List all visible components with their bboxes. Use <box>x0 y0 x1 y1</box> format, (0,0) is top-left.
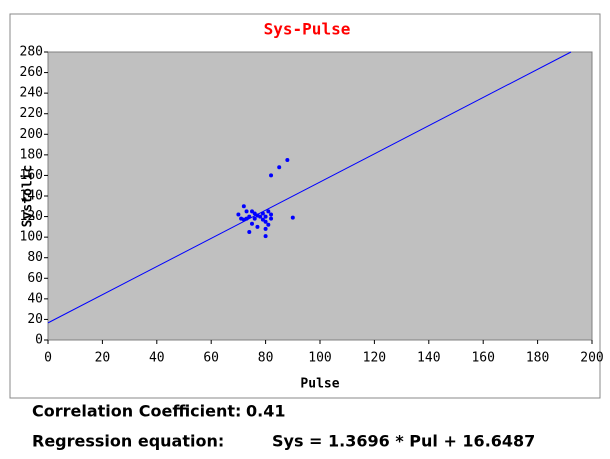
x-tick-label: 60 <box>203 351 219 366</box>
data-point <box>263 219 268 224</box>
x-tick-label: 140 <box>417 351 440 366</box>
x-tick-label: 40 <box>149 351 165 366</box>
x-tick-label: 200 <box>580 351 603 366</box>
y-tick-label: 0 <box>35 333 43 348</box>
correlation-value: 0.41 <box>246 402 285 421</box>
x-tick-label: 80 <box>258 351 274 366</box>
regression-equation: Sys = 1.3696 * Pul + 16.6487 <box>272 432 535 451</box>
y-tick-label: 20 <box>27 312 43 327</box>
data-point <box>244 216 249 221</box>
regression-line <box>47 51 572 324</box>
y-tick-label: 140 <box>20 189 43 204</box>
data-point <box>247 214 252 219</box>
x-tick-label: 180 <box>526 351 549 366</box>
y-tick-label: 60 <box>27 271 43 286</box>
correlation-caption: Correlation Coefficient: <box>32 402 241 421</box>
y-tick-label: 120 <box>20 209 43 224</box>
x-tick-label: 120 <box>363 351 386 366</box>
data-point <box>255 224 260 229</box>
data-point <box>269 216 274 221</box>
y-tick-label: 80 <box>27 250 43 265</box>
data-point <box>290 215 295 220</box>
x-tick-label: 20 <box>95 351 111 366</box>
data-point <box>269 212 274 217</box>
data-point <box>285 158 290 162</box>
data-point <box>241 204 246 209</box>
data-point <box>258 214 263 219</box>
plot-area <box>47 51 593 341</box>
data-point <box>236 212 241 217</box>
data-point <box>266 209 271 214</box>
data-point <box>263 234 268 239</box>
y-tick-label: 220 <box>20 106 43 121</box>
data-point <box>269 173 274 178</box>
data-point <box>263 226 268 231</box>
y-tick-label: 180 <box>20 147 43 162</box>
data-point <box>263 214 268 219</box>
data-point <box>252 216 257 221</box>
data-point <box>250 209 254 214</box>
chart-title: Sys-Pulse <box>264 20 351 39</box>
data-point <box>250 221 254 226</box>
data-point <box>266 222 271 227</box>
x-tick-label: 160 <box>471 351 494 366</box>
y-tick-label: 160 <box>20 168 43 183</box>
y-tick-label: 40 <box>27 291 43 306</box>
data-point <box>244 209 249 214</box>
x-tick-label: 0 <box>44 351 52 366</box>
y-tick-label: 240 <box>20 86 43 101</box>
regression-caption: Regression equation: <box>32 432 224 451</box>
x-axis-label: Pulse <box>300 377 339 392</box>
data-point <box>260 217 265 222</box>
y-tick-label: 200 <box>20 127 43 142</box>
data-point <box>277 165 282 170</box>
data-point <box>252 211 257 216</box>
y-axis-label: Systolic <box>21 165 36 228</box>
y-tick-label: 100 <box>20 230 43 245</box>
y-tick-label: 260 <box>20 65 43 80</box>
data-point <box>260 211 265 216</box>
data-point <box>247 230 252 234</box>
y-tick-label: 280 <box>20 45 43 60</box>
x-tick-label: 100 <box>308 351 331 366</box>
